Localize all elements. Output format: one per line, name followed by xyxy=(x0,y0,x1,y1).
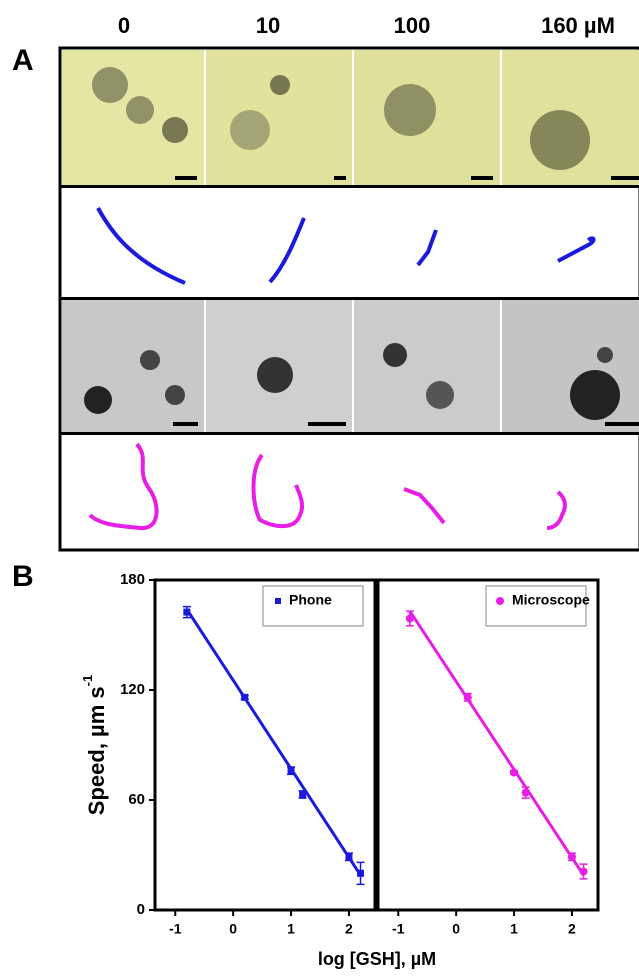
data-point xyxy=(463,693,472,702)
plot-frame xyxy=(153,578,377,912)
x-tick-label: -1 xyxy=(169,921,182,937)
x-tick-label: -1 xyxy=(392,921,405,937)
data-point xyxy=(345,853,353,861)
y-axis-label: Speed, µm s-1 xyxy=(80,675,108,815)
y-tick-label: 180 xyxy=(120,571,145,588)
data-point xyxy=(287,767,295,775)
fit-line xyxy=(185,608,362,876)
x-tick-label: 2 xyxy=(345,921,353,937)
x-tick-label: 1 xyxy=(510,921,518,937)
legend-marker xyxy=(275,598,281,604)
legend-marker xyxy=(496,597,504,605)
data-point xyxy=(521,788,530,797)
panel-label: B xyxy=(12,560,34,593)
y-axis-label-sup: -1 xyxy=(80,675,95,687)
data-point xyxy=(299,791,307,798)
y-tick-label: 60 xyxy=(128,791,145,808)
data-point xyxy=(183,608,191,616)
panel-a xyxy=(58,46,639,552)
column-label: 10 xyxy=(256,13,280,38)
data-point xyxy=(405,614,414,623)
data-point xyxy=(510,768,519,777)
data-point xyxy=(357,869,365,877)
x-axis-label: log [GSH], µM xyxy=(318,949,436,969)
fit-line xyxy=(408,610,585,876)
data-point xyxy=(241,693,249,701)
panel-label: A xyxy=(12,44,34,77)
x-tick-label: 2 xyxy=(568,921,576,937)
data-point xyxy=(567,852,576,861)
x-tick-label: 0 xyxy=(229,921,237,937)
legend-label: Phone xyxy=(289,592,332,608)
y-tick-label: 120 xyxy=(120,681,145,698)
plot-frame xyxy=(376,578,600,912)
x-tick-label: 1 xyxy=(287,921,295,937)
legend-box xyxy=(262,585,364,627)
column-label: 160 µM xyxy=(541,13,615,38)
data-point xyxy=(579,867,588,876)
legend-box xyxy=(485,585,587,627)
y-axis-label-text: Speed, µm s xyxy=(84,686,109,815)
y-tick-label: 0 xyxy=(137,901,145,918)
legend-label: Microscope xyxy=(512,592,590,608)
column-label: 0 xyxy=(118,13,130,38)
column-label: 100 xyxy=(394,13,431,38)
x-tick-label: 0 xyxy=(452,921,460,937)
